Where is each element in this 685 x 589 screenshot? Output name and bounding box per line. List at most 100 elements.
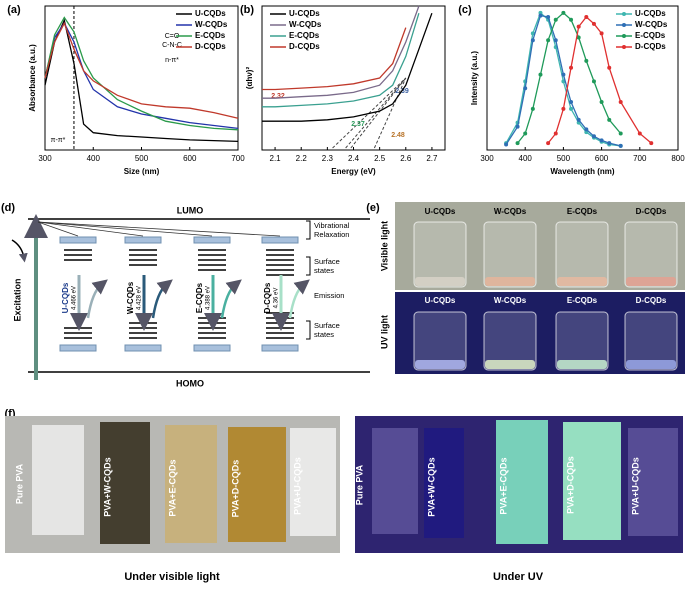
y-axis-label: Absorbance (a.u.) — [28, 44, 37, 112]
liquid — [626, 360, 676, 369]
tangent-line — [373, 77, 407, 149]
x-tick-label: 800 — [671, 154, 685, 163]
annotation: π-π* — [51, 137, 66, 144]
legend-label: W-CQDs — [195, 20, 228, 29]
film — [563, 422, 621, 540]
x-tick-label: 2.2 — [296, 154, 308, 163]
marker — [569, 100, 574, 104]
panel-label: (f) — [5, 408, 16, 420]
film-label: PVA+E-CQDs — [498, 457, 508, 514]
film-label: PVA+W-CQDs — [102, 457, 112, 516]
beaker — [483, 221, 537, 288]
series-line — [262, 13, 420, 108]
series-line — [262, 5, 420, 99]
column-name: W-CQDs — [126, 281, 135, 314]
marker — [530, 106, 535, 111]
y-axis-label: (αhν)² — [245, 67, 254, 90]
film — [32, 425, 84, 535]
marker — [599, 138, 604, 143]
column-name: U-CQDs — [61, 282, 70, 313]
marker — [561, 10, 566, 15]
marker — [523, 131, 528, 136]
side-label: Surface states — [314, 321, 340, 339]
liquid — [626, 277, 676, 286]
liquid — [557, 360, 607, 369]
relax-arrow — [220, 279, 242, 319]
x-tick-label: 500 — [135, 154, 149, 163]
panel-label: (a) — [7, 4, 21, 16]
bracket — [306, 320, 311, 340]
bracket — [306, 220, 311, 240]
marker — [618, 143, 623, 148]
legend-label: E-CQDs — [635, 31, 666, 40]
fan-arrow — [37, 221, 213, 237]
beaker-label: D-CQDs — [636, 296, 667, 305]
marker — [591, 21, 596, 26]
panel-label: (d) — [1, 202, 15, 214]
fan-arrow — [37, 221, 281, 237]
relax-arrow — [288, 279, 310, 319]
relax-arrow — [86, 279, 108, 319]
legend-label: D-CQDs — [195, 42, 226, 51]
legend-marker — [622, 45, 626, 49]
column-energy: 4.428 eV — [137, 286, 143, 310]
band-gap-label: 2.48 — [391, 132, 405, 139]
x-tick-label: 300 — [480, 154, 494, 163]
panel-label: (b) — [240, 4, 254, 16]
marker — [569, 106, 574, 111]
x-tick-label: 2.4 — [348, 154, 360, 163]
marker — [538, 13, 543, 18]
homo-band — [193, 344, 231, 352]
tangent-line — [345, 77, 407, 149]
lumo-label: LUMO — [177, 205, 204, 215]
series-line — [44, 18, 239, 143]
lumo-band — [124, 236, 162, 244]
film-label: Pure PVA — [14, 463, 24, 504]
marker — [515, 141, 520, 146]
legend-label: D-CQDs — [635, 42, 666, 51]
film — [372, 428, 418, 534]
film — [290, 428, 336, 536]
beaker — [413, 311, 467, 371]
annotation: n-π* — [165, 57, 179, 64]
legend-label: W-CQDs — [635, 20, 668, 29]
beaker — [483, 311, 537, 371]
beaker-label: E-CQDs — [567, 207, 598, 216]
panel-label: (c) — [458, 4, 472, 16]
beaker — [624, 221, 678, 288]
caption: Under visible light — [124, 571, 220, 583]
annotation: C-N-C — [162, 42, 182, 49]
beaker-label: E-CQDs — [567, 296, 598, 305]
photo-visible — [395, 202, 685, 290]
film — [424, 428, 464, 538]
film — [228, 427, 286, 542]
legend-label: W-CQDs — [289, 20, 322, 29]
plot-frame — [486, 5, 679, 151]
annotation: C=O — [165, 33, 180, 40]
homo-band — [124, 344, 162, 352]
liquid — [485, 360, 535, 369]
marker — [607, 117, 612, 122]
film-label: PVA+E-CQDs — [167, 459, 177, 516]
marker — [618, 131, 623, 136]
side-label: Vibrational Relaxation — [314, 221, 350, 239]
film — [496, 420, 548, 544]
film — [628, 428, 678, 536]
side-label: Surface states — [314, 257, 340, 275]
marker — [546, 141, 551, 146]
series-line — [547, 16, 652, 144]
marker — [607, 141, 612, 146]
liquid — [415, 360, 465, 369]
marker — [599, 31, 604, 36]
series-line — [262, 12, 433, 122]
excitation-label: Excitation — [12, 278, 22, 321]
film — [165, 425, 217, 543]
column-name: D-CQDs — [263, 282, 272, 313]
caption: Under UV — [493, 571, 544, 583]
marker — [561, 72, 566, 77]
y-axis-label: Intensity (a.u.) — [470, 51, 479, 106]
beaker-label: U-CQDs — [425, 207, 456, 216]
legend-label: U-CQDs — [635, 9, 666, 18]
panel-label: (e) — [366, 202, 380, 214]
